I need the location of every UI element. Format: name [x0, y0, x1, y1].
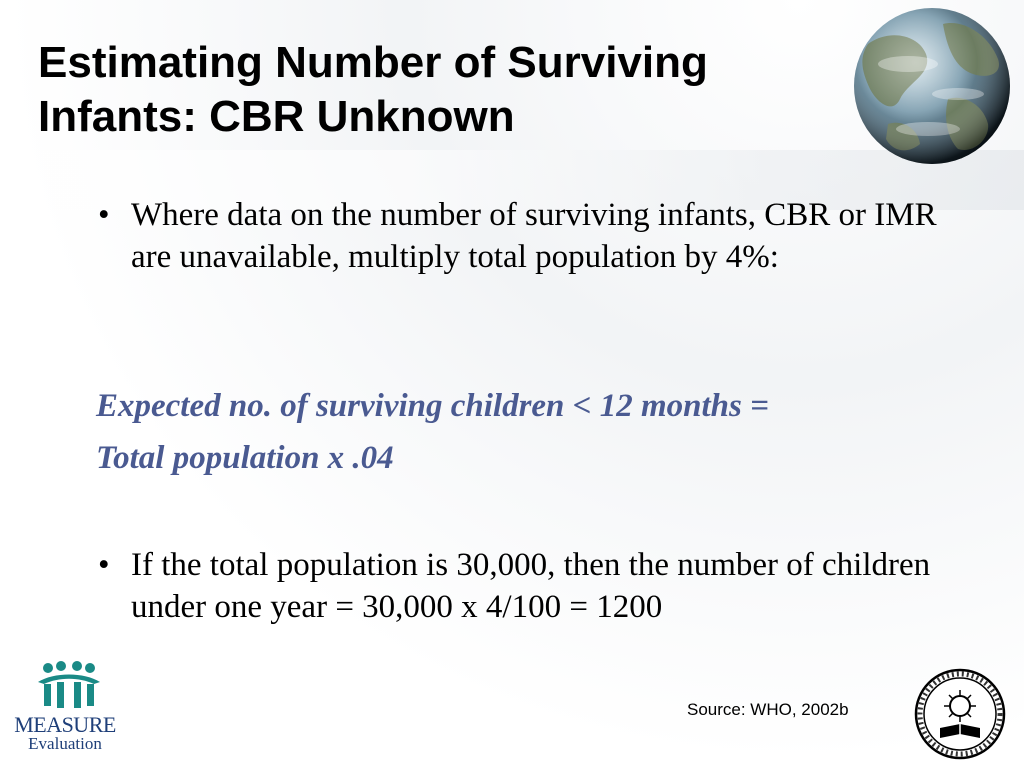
slide-title: Estimating Number of Surviving Infants: … — [38, 36, 868, 144]
bullet-text: Where data on the number of surviving in… — [131, 197, 937, 275]
globe-icon — [854, 8, 1010, 164]
bullet-item-2: • If the total population is 30,000, the… — [98, 544, 978, 628]
title-line-2: Infants: CBR Unknown — [38, 92, 515, 141]
measure-evaluation-logo: MEASURE Evaluation — [10, 660, 120, 760]
header-band — [0, 150, 1024, 210]
bullet-marker: • — [98, 547, 110, 583]
addis-ababa-university-seal-icon — [914, 668, 1006, 760]
people-group-icon — [38, 661, 100, 708]
bullet-item-1: • Where data on the number of surviving … — [98, 194, 978, 278]
measure-logo-name: MEASURE — [14, 712, 116, 737]
bullet-text: If the total population is 30,000, then … — [131, 547, 931, 625]
formula-line-2: Total population x .04 — [96, 440, 394, 476]
formula-line-1: Expected no. of surviving children < 12 … — [96, 388, 769, 424]
measure-logo-subtitle: Evaluation — [28, 734, 102, 753]
bullet-marker: • — [98, 197, 110, 233]
source-citation: Source: WHO, 2002b — [687, 700, 849, 719]
title-line-1: Estimating Number of Surviving — [38, 38, 708, 87]
